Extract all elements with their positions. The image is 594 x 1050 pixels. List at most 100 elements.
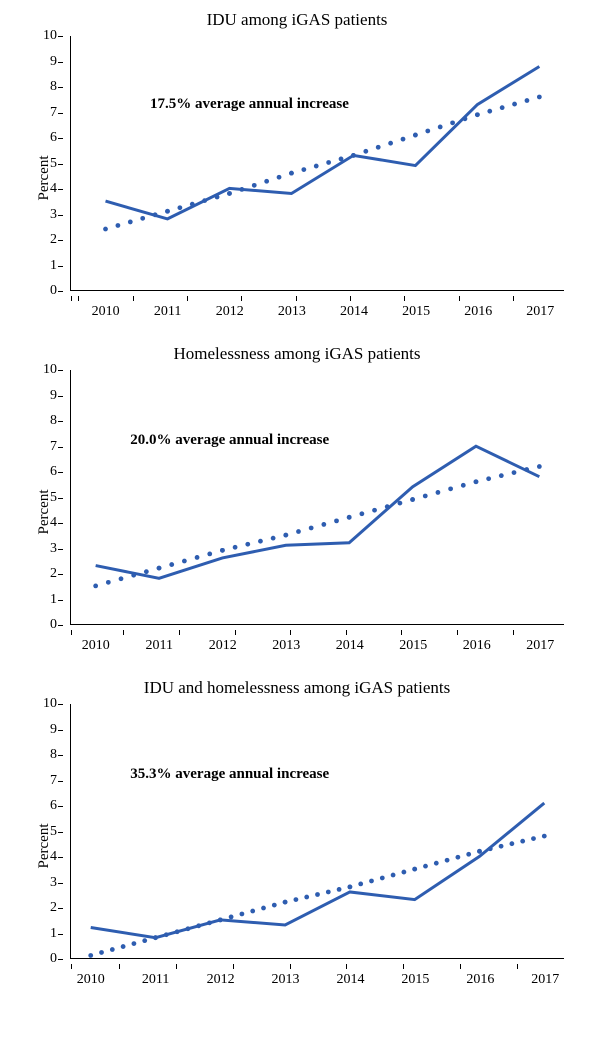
- x-tick-label: 2012: [207, 972, 235, 988]
- y-tick-mark: [58, 574, 63, 575]
- y-tick-label: 3: [50, 541, 57, 557]
- x-tick-label: 2010: [77, 972, 105, 988]
- y-tick-label: 6: [50, 798, 57, 814]
- series-svg: [71, 704, 564, 958]
- y-tick-label: 7: [50, 439, 57, 455]
- y-tick-mark: [58, 857, 63, 858]
- y-tick-mark: [58, 934, 63, 935]
- x-tick-mark: [290, 964, 291, 969]
- x-tick-label: 2011: [145, 638, 172, 654]
- x-tick-label: 2010: [92, 304, 120, 320]
- y-tick-label: 3: [50, 207, 57, 223]
- plot-area: 0123456789102010201120122013201420152016…: [70, 704, 564, 959]
- x-tick-label: 2013: [278, 304, 306, 320]
- x-tick-mark: [187, 296, 188, 301]
- chart-homeless: Homelessness among iGAS patients01234567…: [10, 344, 584, 653]
- series-dots-trend: [88, 834, 546, 958]
- series-dots-trend: [103, 95, 542, 232]
- y-tick-label: 7: [50, 773, 57, 789]
- annotation-text: 17.5% average annual increase: [150, 96, 349, 113]
- x-tick-mark: [290, 630, 291, 635]
- x-tick-mark: [235, 630, 236, 635]
- x-tick-mark: [179, 630, 180, 635]
- x-tick-mark: [513, 296, 514, 301]
- y-tick-mark: [58, 600, 63, 601]
- y-axis-label: Percent: [36, 155, 53, 200]
- x-tick-mark: [457, 630, 458, 635]
- y-tick-label: 2: [50, 900, 57, 916]
- chart-frame: 0123456789102010201120122013201420152016…: [70, 370, 564, 653]
- series-dots-trend: [93, 464, 541, 588]
- chart-idu: IDU among iGAS patients 01234567891020102…: [10, 10, 584, 319]
- x-tick-mark: [119, 964, 120, 969]
- y-tick-mark: [58, 908, 63, 909]
- x-tick-label: 2010: [82, 638, 110, 654]
- y-tick-label: 9: [50, 388, 57, 404]
- x-tick-mark: [71, 296, 72, 301]
- y-tick-mark: [58, 447, 63, 448]
- x-tick-mark: [404, 296, 405, 301]
- x-tick-mark: [403, 964, 404, 969]
- x-tick-mark: [133, 296, 134, 301]
- x-tick-mark: [401, 630, 402, 635]
- x-tick-label: 2017: [531, 972, 559, 988]
- series-svg: [71, 370, 564, 624]
- y-tick-mark: [58, 266, 63, 267]
- x-tick-mark: [346, 630, 347, 635]
- x-tick-label: 2015: [402, 304, 430, 320]
- x-tick-label: 2016: [463, 638, 491, 654]
- chart-title: IDU and homelessness among iGAS patients: [10, 678, 584, 698]
- y-tick-mark: [58, 421, 63, 422]
- y-tick-mark: [58, 832, 63, 833]
- x-tick-mark: [459, 296, 460, 301]
- x-tick-label: 2016: [466, 972, 494, 988]
- y-tick-mark: [58, 370, 63, 371]
- y-tick-label: 8: [50, 413, 57, 429]
- y-tick-mark: [58, 806, 63, 807]
- x-tick-label: 2014: [340, 304, 368, 320]
- x-tick-label: 2015: [399, 638, 427, 654]
- x-tick-mark: [78, 296, 79, 301]
- chart-both: IDU and homelessness among iGAS patients…: [10, 678, 584, 987]
- series-line-observed: [91, 803, 545, 938]
- y-tick-label: 6: [50, 130, 57, 146]
- y-tick-mark: [58, 755, 63, 756]
- x-tick-mark: [233, 964, 234, 969]
- y-tick-label: 1: [50, 926, 57, 942]
- y-tick-mark: [58, 291, 63, 292]
- y-tick-mark: [58, 87, 63, 88]
- x-tick-mark: [460, 964, 461, 969]
- y-tick-label: 8: [50, 747, 57, 763]
- x-tick-mark: [241, 296, 242, 301]
- y-tick-mark: [58, 215, 63, 216]
- chart-title: IDU among iGAS patients: [10, 10, 584, 30]
- x-tick-label: 2017: [526, 304, 554, 320]
- y-tick-mark: [58, 498, 63, 499]
- y-tick-mark: [58, 164, 63, 165]
- y-tick-mark: [58, 472, 63, 473]
- y-tick-mark: [58, 959, 63, 960]
- y-axis-label: Percent: [36, 823, 53, 868]
- x-tick-mark: [71, 964, 72, 969]
- x-tick-label: 2011: [154, 304, 181, 320]
- x-tick-label: 2017: [526, 638, 554, 654]
- y-tick-mark: [58, 396, 63, 397]
- x-tick-label: 2013: [272, 638, 300, 654]
- x-tick-label: 2016: [464, 304, 492, 320]
- series-svg: [71, 36, 564, 290]
- x-tick-mark: [176, 964, 177, 969]
- y-axis-label: Percent: [36, 489, 53, 534]
- y-tick-label: 3: [50, 875, 57, 891]
- x-tick-mark: [513, 630, 514, 635]
- y-tick-mark: [58, 730, 63, 731]
- x-tick-label: 2015: [401, 972, 429, 988]
- series-line-observed: [106, 66, 540, 218]
- x-tick-label: 2012: [216, 304, 244, 320]
- y-tick-label: 1: [50, 592, 57, 608]
- y-tick-mark: [58, 549, 63, 550]
- y-tick-label: 9: [50, 722, 57, 738]
- plot-area: 0123456789102010201120122013201420152016…: [70, 36, 564, 291]
- y-tick-mark: [58, 113, 63, 114]
- y-tick-label: 10: [43, 362, 57, 378]
- chart-title: Homelessness among iGAS patients: [10, 344, 584, 364]
